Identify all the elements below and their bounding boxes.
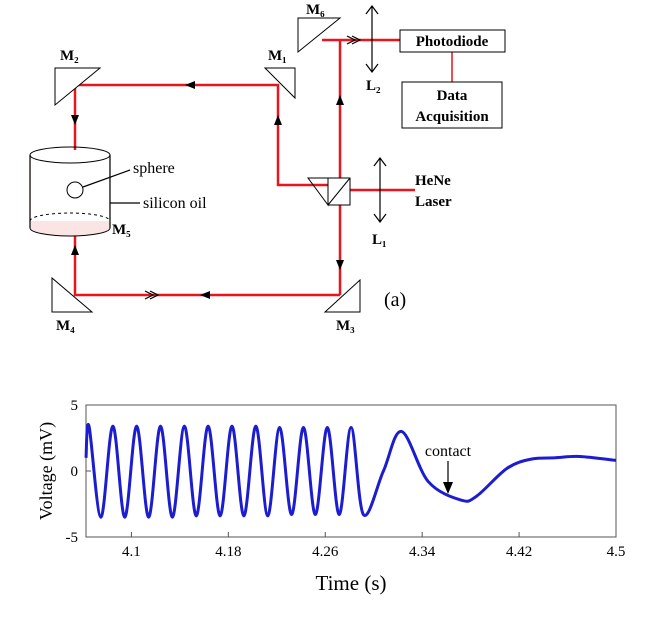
x-tick-label: 4.42 bbox=[506, 544, 532, 560]
arrow bbox=[71, 115, 79, 125]
mirror-label: M₁ bbox=[268, 48, 287, 64]
arrow bbox=[274, 115, 282, 125]
mirror bbox=[323, 278, 361, 313]
mirror-label: M₃ bbox=[336, 318, 355, 334]
mirror-label: M₂ bbox=[60, 48, 79, 64]
chart: 4.1 4.18 4.26 4.34 4.42 4.5 -5 0 5 Time (s) Voltag… bbox=[36, 398, 625, 595]
arrow bbox=[336, 95, 344, 105]
lens bbox=[365, 5, 379, 73]
mirror-label: M₄ bbox=[56, 318, 75, 334]
y-axis-label: Voltage (mV) bbox=[36, 422, 57, 520]
lens bbox=[373, 157, 387, 223]
daq: Acquisition bbox=[415, 109, 489, 125]
mirror bbox=[263, 67, 296, 100]
arrow bbox=[200, 291, 210, 299]
mirror-label: M₆ bbox=[306, 2, 325, 18]
x-tick-label: 4.5 bbox=[607, 544, 626, 560]
x-tick-label: 4.34 bbox=[409, 544, 436, 560]
beamsplitter bbox=[307, 177, 351, 207]
photodiode-box bbox=[399, 29, 506, 53]
daq-box bbox=[401, 81, 503, 129]
mirror bbox=[51, 276, 94, 313]
lens-label: L₁ bbox=[372, 232, 387, 248]
lens-label: L₂ bbox=[366, 78, 381, 94]
mirror bbox=[54, 67, 102, 107]
arrow bbox=[71, 245, 79, 255]
y-tick-label: 5 bbox=[71, 398, 79, 414]
oil-label: silicon oil bbox=[143, 195, 207, 212]
beam bbox=[73, 83, 328, 187]
arrow bbox=[144, 290, 160, 300]
annotation: contact bbox=[425, 443, 472, 460]
x-axis-label: Time (s) bbox=[316, 571, 387, 595]
mirror-label: M₅ bbox=[112, 222, 131, 238]
arrow bbox=[185, 81, 195, 89]
photodiode: Photodiode bbox=[416, 34, 489, 50]
y-tick-label: 0 bbox=[71, 464, 79, 480]
annotation-arrow bbox=[443, 482, 453, 494]
cell bbox=[29, 146, 111, 164]
sphere-label: sphere bbox=[133, 160, 175, 177]
cell bbox=[29, 155, 111, 228]
daq: Data bbox=[437, 88, 468, 104]
y-tick-label: -5 bbox=[66, 530, 79, 546]
signal-line bbox=[84, 422, 617, 519]
pointer bbox=[82, 169, 131, 188]
oil-level bbox=[29, 212, 111, 222]
laser-label: Laser bbox=[415, 194, 452, 210]
sphere bbox=[66, 181, 84, 199]
arrow bbox=[346, 35, 362, 45]
laser-label: HeNe bbox=[415, 173, 451, 189]
mirror bbox=[297, 17, 342, 54]
panel-label: (a) bbox=[384, 289, 406, 311]
beam bbox=[73, 232, 340, 297]
setup-diagram: Photodiode Data Acquisition M₁ M₂ M₃ M₄ … bbox=[29, 2, 506, 334]
x-tick-label: 4.18 bbox=[215, 544, 241, 560]
x-tick-label: 4.1 bbox=[122, 544, 141, 560]
arrow bbox=[336, 260, 344, 270]
x-tick-label: 4.26 bbox=[312, 544, 339, 560]
